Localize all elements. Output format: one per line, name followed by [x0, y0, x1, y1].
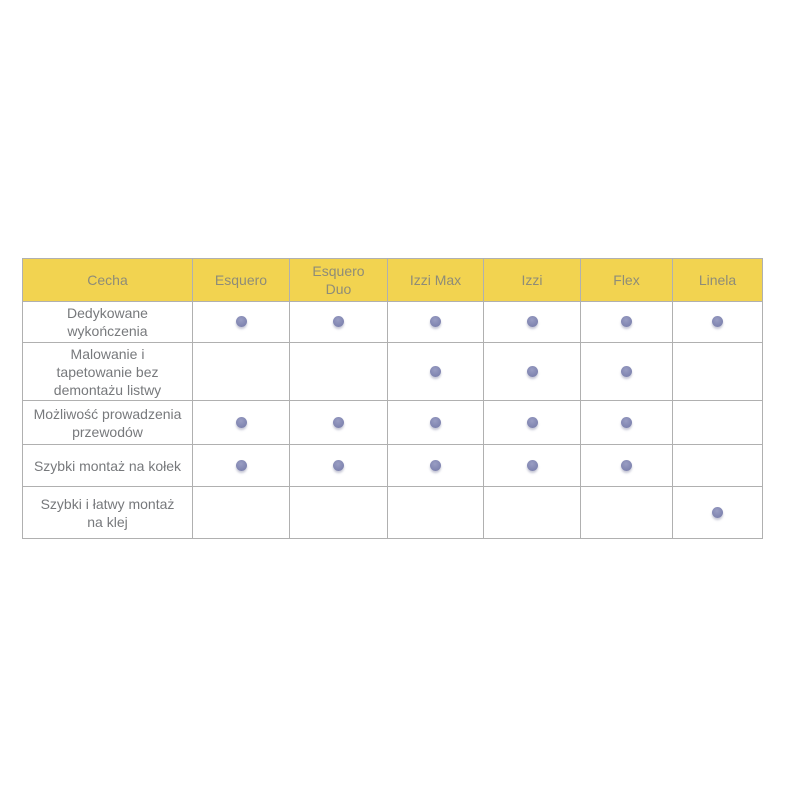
table-row: Dedykowane wykończenia: [22, 301, 763, 343]
value-cell: [672, 486, 763, 539]
value-cell: [387, 342, 484, 401]
value-cell: [192, 444, 290, 487]
feature-present-dot-icon: [430, 316, 441, 328]
feature-present-dot-icon: [712, 506, 723, 518]
value-cell: [672, 444, 763, 487]
feature-present-dot-icon: [333, 416, 344, 428]
table-row: Malowanie i tapetowanie bez demontażu li…: [22, 342, 763, 401]
header-row: Cecha Esquero Esquero Duo Izzi Max Izzi Flex L…: [22, 258, 763, 302]
value-cell: [580, 400, 673, 445]
value-cell: [289, 301, 388, 343]
value-cell: [483, 486, 581, 539]
feature-label: Szybki i łatwy montaż na klej: [22, 486, 193, 539]
value-cell: [387, 486, 484, 539]
feature-label: Możliwość prowadzenia przewodów: [22, 400, 193, 445]
table-row: Szybki i łatwy montaż na klej: [22, 486, 763, 539]
feature-present-dot-icon: [621, 316, 632, 328]
value-cell: [483, 400, 581, 445]
value-cell: [580, 486, 673, 539]
value-cell: [289, 486, 388, 539]
value-cell: [192, 400, 290, 445]
value-cell: [289, 444, 388, 487]
feature-present-dot-icon: [235, 416, 247, 428]
value-cell: [580, 342, 673, 401]
header-cell-product-1: Esquero: [192, 258, 290, 302]
feature-label: Malowanie i tapetowanie bez demontażu li…: [22, 342, 193, 401]
table-body: Dedykowane wykończenia Malowanie i tapeto…: [22, 301, 763, 539]
value-cell: [387, 301, 484, 343]
value-cell: [580, 444, 673, 487]
header-cell-product-2: Esquero Duo: [289, 258, 388, 302]
feature-present-dot-icon: [526, 416, 538, 428]
value-cell: [580, 301, 673, 343]
value-cell: [483, 342, 581, 401]
value-cell: [672, 301, 763, 343]
feature-present-dot-icon: [235, 459, 247, 471]
value-cell: [387, 400, 484, 445]
feature-present-dot-icon: [621, 365, 632, 377]
feature-present-dot-icon: [333, 316, 344, 328]
header-cell-product-6: Linela: [672, 258, 763, 302]
feature-present-dot-icon: [712, 316, 723, 328]
feature-present-dot-icon: [430, 416, 441, 428]
header-cell-product-5: Flex: [580, 258, 673, 302]
value-cell: [192, 486, 290, 539]
table-header: Cecha Esquero Esquero Duo Izzi Max Izzi Flex L…: [22, 258, 763, 302]
value-cell: [672, 342, 763, 401]
feature-present-dot-icon: [526, 365, 538, 377]
value-cell: [192, 342, 290, 401]
feature-present-dot-icon: [526, 316, 538, 328]
header-cell-product-3: Izzi Max: [387, 258, 484, 302]
table-row: Możliwość prowadzenia przewodów: [22, 400, 763, 445]
feature-present-dot-icon: [621, 416, 632, 428]
feature-present-dot-icon: [526, 459, 538, 471]
feature-present-dot-icon: [621, 459, 632, 471]
comparison-table: Cecha Esquero Esquero Duo Izzi Max Izzi Flex L…: [22, 258, 763, 539]
header-cell-feature: Cecha: [22, 258, 193, 302]
value-cell: [387, 444, 484, 487]
table-row: Szybki montaż na kołek: [22, 444, 763, 487]
feature-label: Dedykowane wykończenia: [22, 301, 193, 343]
feature-present-dot-icon: [430, 459, 441, 471]
feature-present-dot-icon: [235, 316, 247, 328]
value-cell: [192, 301, 290, 343]
feature-label: Szybki montaż na kołek: [22, 444, 193, 487]
value-cell: [672, 400, 763, 445]
feature-present-dot-icon: [430, 365, 441, 377]
value-cell: [289, 342, 388, 401]
value-cell: [289, 400, 388, 445]
header-cell-product-4: Izzi: [483, 258, 581, 302]
value-cell: [483, 301, 581, 343]
feature-present-dot-icon: [333, 459, 344, 471]
value-cell: [483, 444, 581, 487]
